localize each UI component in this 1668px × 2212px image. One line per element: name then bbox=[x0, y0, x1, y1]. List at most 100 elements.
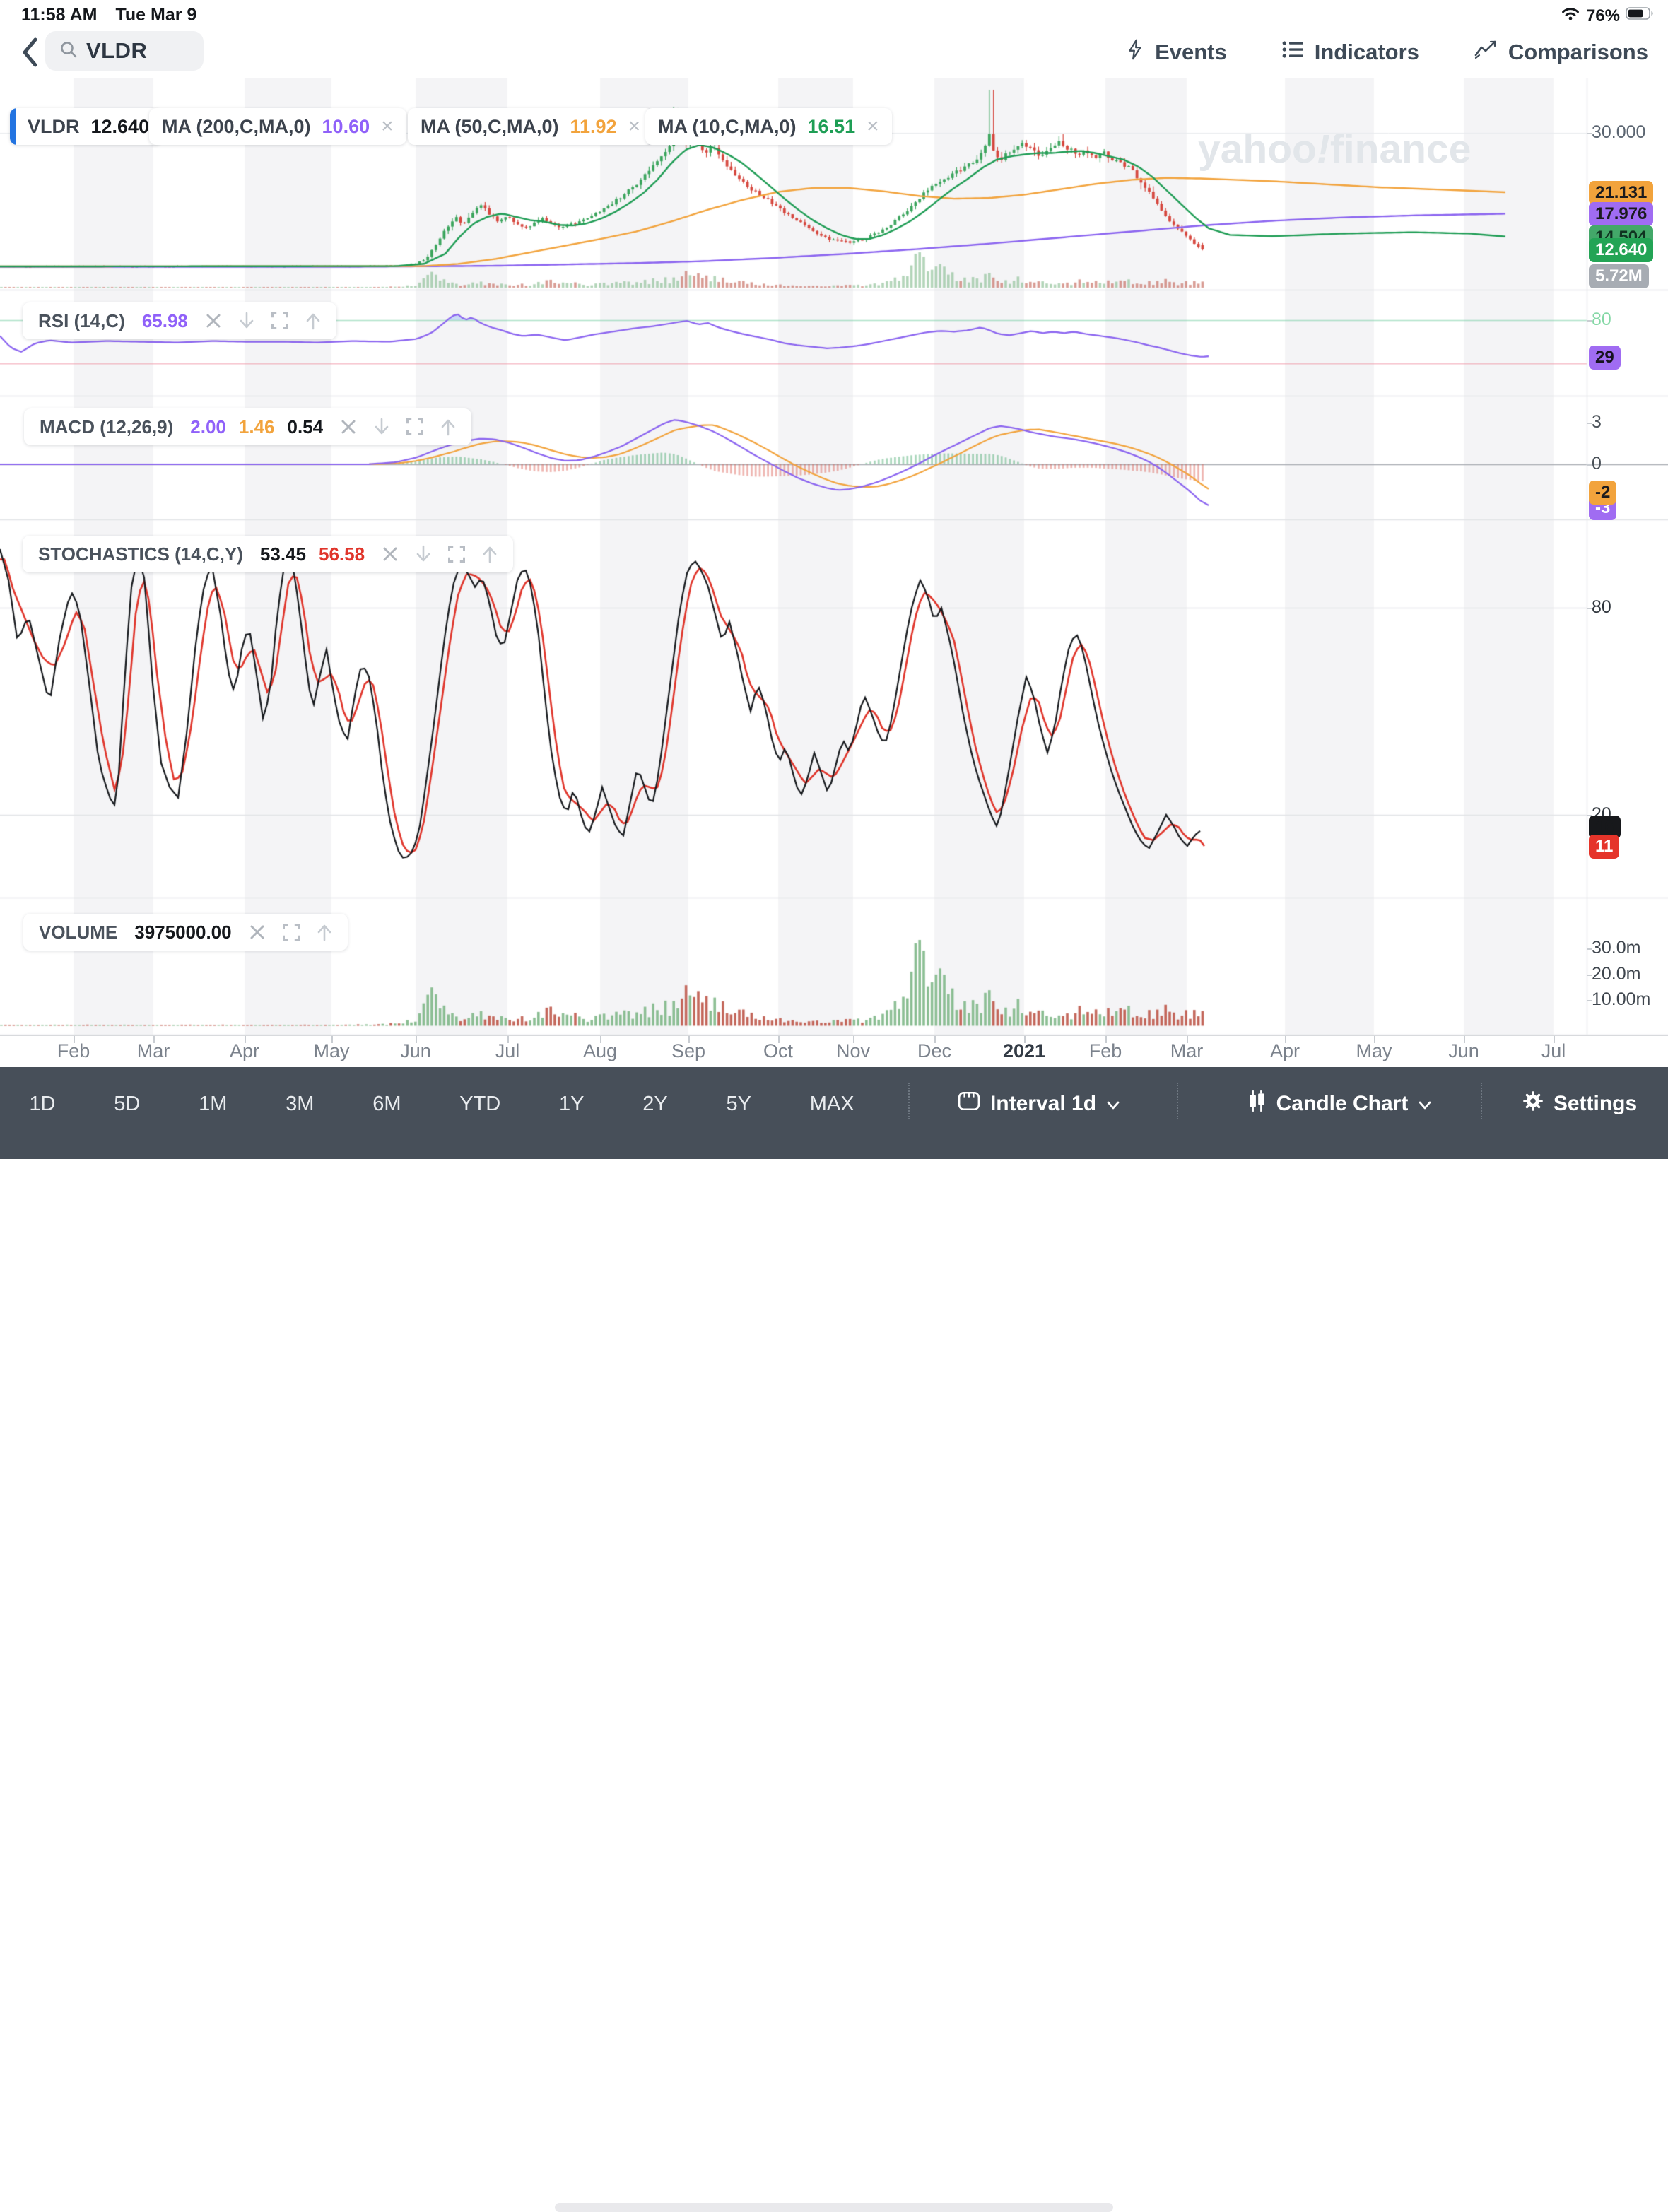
month-label-may: May bbox=[1356, 1040, 1392, 1061]
ma50-remove-icon[interactable]: × bbox=[628, 114, 641, 138]
chart-type-dropdown[interactable]: Candle Chart bbox=[1202, 1084, 1477, 1124]
month-tick bbox=[1464, 1035, 1465, 1043]
range-button-1m[interactable]: 1M bbox=[199, 1092, 228, 1115]
symbol-search[interactable]: VLDR bbox=[45, 31, 204, 71]
legend-chip-symbol[interactable]: VLDR 12.640 bbox=[10, 108, 163, 145]
range-button-max[interactable]: MAX bbox=[809, 1092, 854, 1115]
list-icon bbox=[1282, 40, 1305, 65]
app-screen: 11:58 AM Tue Mar 9 76% VLDR bbox=[0, 5, 1668, 2212]
back-button[interactable] bbox=[14, 34, 45, 71]
stoch-expand-icon[interactable] bbox=[448, 546, 466, 563]
month-label-may: May bbox=[313, 1040, 350, 1061]
toolbar-separator bbox=[908, 1083, 910, 1119]
volume-title: VOLUME bbox=[39, 921, 118, 943]
range-button-3m[interactable]: 3M bbox=[286, 1092, 315, 1115]
month-label-mar: Mar bbox=[136, 1040, 170, 1061]
month-tick bbox=[507, 1035, 509, 1043]
events-button[interactable]: Events bbox=[1125, 39, 1227, 66]
month-tick bbox=[153, 1035, 155, 1043]
ma10-label: MA (10,C,MA,0) bbox=[658, 115, 797, 137]
range-button-1d[interactable]: 1D bbox=[29, 1092, 56, 1115]
stochastics-title: STOCHASTICS (14,C,Y) bbox=[38, 543, 243, 565]
month-label-apr: Apr bbox=[1269, 1040, 1300, 1061]
month-label-jul: Jul bbox=[1541, 1040, 1566, 1061]
month-tick bbox=[1554, 1035, 1555, 1043]
range-button-5d[interactable]: 5D bbox=[114, 1092, 141, 1115]
volume-expand-icon[interactable] bbox=[282, 924, 300, 941]
macd-signal-value: 1.46 bbox=[238, 416, 275, 437]
volume-value: 3975000.00 bbox=[134, 921, 232, 943]
stoch-move-up-icon[interactable] bbox=[482, 545, 498, 563]
range-button-5y[interactable]: 5Y bbox=[726, 1092, 751, 1115]
search-input[interactable]: VLDR bbox=[86, 38, 148, 63]
macd-value: 2.00 bbox=[190, 416, 226, 437]
month-tick bbox=[74, 1035, 75, 1043]
home-indicator[interactable] bbox=[555, 2203, 1113, 2212]
range-button-2y[interactable]: 2Y bbox=[642, 1092, 668, 1115]
comparisons-button[interactable]: Comparisons bbox=[1474, 40, 1648, 65]
month-label-aug: Aug bbox=[582, 1040, 618, 1061]
range-selector: 1D 5D 1M 3M 6M YTD 1Y 2Y 5Y MAX bbox=[0, 1084, 883, 1124]
month-tick bbox=[934, 1035, 936, 1043]
rsi-close-icon[interactable] bbox=[205, 312, 222, 329]
stochastics-chip[interactable]: STOCHASTICS (14,C,Y) 53.45 56.58 bbox=[23, 536, 514, 572]
rsi-value: 65.98 bbox=[141, 310, 188, 331]
toolbar-separator bbox=[1481, 1083, 1482, 1119]
macd-close-icon[interactable] bbox=[340, 418, 357, 435]
chevron-down-icon bbox=[1418, 1092, 1432, 1116]
zigzag-chart-icon bbox=[1474, 40, 1498, 65]
stoch-close-icon[interactable] bbox=[382, 546, 399, 563]
volume-close-icon[interactable] bbox=[249, 924, 266, 941]
month-label-feb: Feb bbox=[57, 1040, 90, 1061]
chart-type-label: Candle Chart bbox=[1276, 1092, 1409, 1115]
macd-chip[interactable]: MACD (12,26,9) 2.00 1.46 0.54 bbox=[24, 408, 472, 445]
month-label-feb: Feb bbox=[1088, 1040, 1122, 1061]
battery-percent: 76% bbox=[1585, 6, 1620, 25]
macd-expand-icon[interactable] bbox=[406, 418, 424, 435]
symbol-label: VLDR bbox=[28, 115, 80, 137]
month-label-sep: Sep bbox=[671, 1040, 706, 1061]
rsi-move-down-icon[interactable] bbox=[239, 312, 254, 330]
month-label-2021: 2021 bbox=[1002, 1040, 1046, 1061]
stoch-k-value: 53.45 bbox=[259, 543, 306, 565]
volume-move-up-icon[interactable] bbox=[317, 923, 332, 941]
ma10-remove-icon[interactable]: × bbox=[867, 114, 879, 138]
x-axis-line bbox=[0, 1035, 1668, 1036]
macd-move-down-icon[interactable] bbox=[374, 418, 389, 436]
legend-chip-ma200[interactable]: MA (200,C,MA,0) 10.60 × bbox=[149, 108, 406, 145]
macd-move-up-icon[interactable] bbox=[440, 418, 456, 436]
settings-label: Settings bbox=[1553, 1092, 1638, 1115]
rsi-expand-icon[interactable] bbox=[271, 312, 288, 329]
symbol-price: 12.640 bbox=[90, 115, 150, 137]
month-tick bbox=[416, 1035, 417, 1043]
range-button-6m[interactable]: 6M bbox=[372, 1092, 401, 1115]
range-button-ytd[interactable]: YTD bbox=[459, 1092, 501, 1115]
interval-label: Interval 1d bbox=[989, 1092, 1097, 1115]
rsi-title: RSI (14,C) bbox=[38, 310, 125, 331]
ma200-remove-icon[interactable]: × bbox=[381, 114, 394, 138]
settings-button[interactable]: Settings bbox=[1491, 1084, 1668, 1124]
month-label-dec: Dec bbox=[917, 1040, 951, 1061]
events-label: Events bbox=[1155, 40, 1227, 64]
range-button-1y[interactable]: 1Y bbox=[559, 1092, 585, 1115]
indicators-button[interactable]: Indicators bbox=[1282, 40, 1419, 65]
ma50-value: 11.92 bbox=[570, 115, 617, 137]
indicators-label: Indicators bbox=[1314, 40, 1419, 64]
interval-dropdown[interactable]: Interval 1d bbox=[912, 1084, 1166, 1124]
legend-chip-ma10[interactable]: MA (10,C,MA,0) 16.51 × bbox=[645, 108, 892, 145]
status-date: Tue Mar 9 bbox=[115, 5, 197, 25]
candle-chart-icon bbox=[1247, 1090, 1267, 1118]
month-tick bbox=[778, 1035, 780, 1043]
month-label-jun: Jun bbox=[1448, 1040, 1479, 1061]
rsi-move-up-icon[interactable] bbox=[305, 312, 321, 330]
month-label-jul: Jul bbox=[495, 1040, 520, 1061]
rsi-chip[interactable]: RSI (14,C) 65.98 bbox=[23, 302, 336, 339]
stoch-move-down-icon[interactable] bbox=[416, 545, 431, 563]
gear-icon bbox=[1522, 1090, 1544, 1117]
comparisons-label: Comparisons bbox=[1508, 40, 1648, 64]
month-label-jun: Jun bbox=[400, 1040, 431, 1061]
volume-chip[interactable]: VOLUME 3975000.00 bbox=[23, 914, 348, 951]
ma200-label: MA (200,C,MA,0) bbox=[162, 115, 311, 137]
month-tick bbox=[1285, 1035, 1286, 1043]
legend-chip-ma50[interactable]: MA (50,C,MA,0) 11.92 × bbox=[408, 108, 654, 145]
